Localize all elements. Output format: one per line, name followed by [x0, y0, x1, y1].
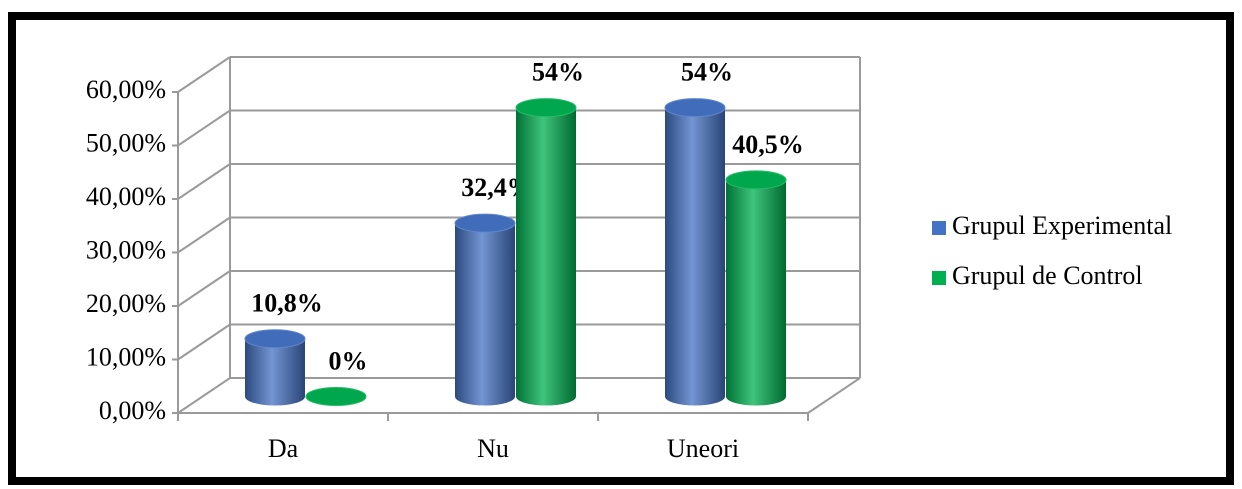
value-label: 54%: [532, 58, 584, 87]
legend-label: Grupul de Control: [952, 261, 1143, 290]
y-tick-label: 40,00%: [86, 182, 166, 211]
cylinder: [515, 98, 577, 406]
value-label: 10,8%: [251, 289, 323, 318]
y-tick-label: 0,00%: [99, 396, 166, 425]
value-label: 40,5%: [732, 130, 804, 159]
cylinder: [244, 329, 306, 406]
cylinder-base: [245, 387, 305, 406]
y-tick-label: 60,00%: [86, 75, 166, 104]
x-tick-label: Uneori: [667, 434, 739, 463]
grid-line-side: [177, 323, 231, 361]
legend-label: Grupul Experimental: [952, 211, 1172, 240]
cylinder-base: [726, 387, 786, 406]
y-tick-label: 30,00%: [86, 235, 166, 264]
cylinder-base: [455, 387, 515, 406]
value-label: 54%: [681, 58, 733, 87]
cylinder: [664, 98, 726, 406]
cylinder: [454, 213, 516, 406]
cylinder-body: [516, 107, 576, 397]
cylinder-base: [516, 387, 576, 406]
cylinder: [725, 170, 787, 406]
y-tick-label: 20,00%: [86, 289, 166, 318]
cylinder-body: [726, 179, 786, 397]
y-tick-label: 50,00%: [86, 128, 166, 157]
cylinder-top: [725, 170, 787, 190]
cylinder-top: [454, 213, 516, 233]
cylinder-body: [245, 338, 305, 397]
floor-right-edge: [807, 377, 861, 414]
grid-line-side: [177, 163, 231, 200]
x-tick-label: Da: [268, 434, 299, 463]
x-tick-label: Nu: [477, 434, 509, 463]
legend-swatch: [932, 221, 946, 235]
grid-line-side: [177, 56, 231, 93]
frame: [8, 12, 1234, 485]
cylinder-body: [455, 223, 515, 397]
cylinder-top: [664, 98, 726, 118]
cylinder-base: [665, 387, 725, 406]
cylinder-top: [305, 387, 367, 406]
grid-line-side: [177, 270, 231, 307]
value-label: 0%: [329, 346, 368, 375]
y-tick-label: 10,00%: [86, 342, 166, 371]
cylinder-top: [244, 329, 306, 349]
cylinder-top: [515, 98, 577, 118]
cylinder-body: [665, 107, 725, 397]
cylinder: [305, 387, 367, 406]
legend-swatch: [932, 271, 946, 285]
grid-line-side: [177, 109, 231, 147]
grid-line-side: [177, 216, 231, 254]
grid-line-side: [177, 377, 231, 414]
